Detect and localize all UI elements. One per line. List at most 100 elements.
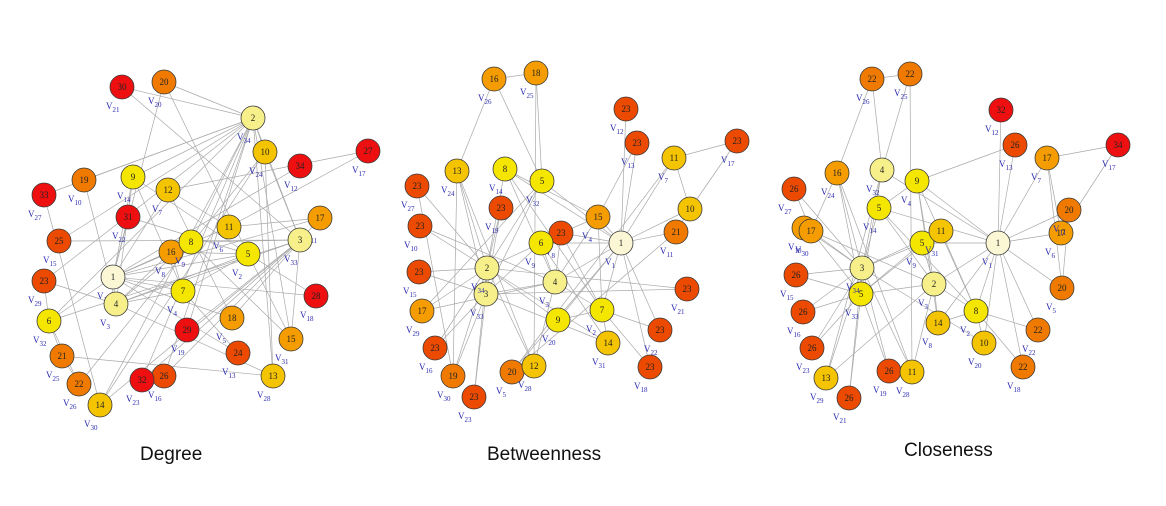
vertex-label: V22 [644, 344, 658, 357]
node-circle [240, 105, 266, 131]
edge-v4-v13 [916, 144, 1016, 182]
vertex-label: V12 [610, 123, 624, 136]
node-v27: 33 V27 [28, 182, 57, 222]
edge-v1-v22 [997, 242, 1039, 331]
node-circle [545, 307, 571, 333]
edge-v1-v32 [48, 276, 114, 322]
vertex-label: V29 [28, 295, 42, 308]
edge-v19-v33 [860, 293, 890, 372]
edge-v3-v29 [825, 283, 935, 379]
node-number: 20 [160, 77, 170, 87]
node-circle [407, 213, 433, 239]
edge-v3-v10 [803, 227, 935, 285]
node-circle [225, 340, 251, 366]
edge-v9-v31 [540, 242, 609, 344]
vertex-label: V33 [470, 308, 484, 321]
node-circle [869, 157, 895, 183]
vertex-label: V19 [873, 385, 887, 398]
vertex-label: V30 [84, 419, 98, 432]
vertex-label: V14 [489, 183, 503, 196]
edge-v2-v8 [560, 232, 603, 311]
node-number: 27 [364, 146, 374, 156]
node-v12: 23 V12 [610, 96, 639, 136]
node-number: 3 [484, 289, 489, 299]
node-v27: 26 V27 [778, 176, 807, 216]
node-circle [971, 330, 997, 356]
edge-v28-v34 [486, 267, 535, 367]
edge-v21-v34 [486, 267, 688, 290]
node-number: 11 [670, 153, 679, 163]
edge-v1-v4 [916, 180, 999, 244]
node-number: 15 [594, 212, 604, 222]
node-number: 19 [80, 175, 90, 185]
node-number: 5 [859, 289, 864, 299]
panel-title-degree: Degree [140, 444, 203, 465]
vertex-label: V23 [458, 411, 472, 424]
vertex-label: V10 [404, 240, 418, 253]
vertex-label: V18 [634, 381, 648, 394]
vertex-label: V9 [175, 256, 186, 269]
edge-v6-v17 [228, 150, 369, 228]
edge-v29-v32 [421, 180, 543, 312]
vertex-label: V29 [810, 392, 824, 405]
node-circle [661, 145, 687, 171]
edge-v6-v17 [689, 140, 738, 210]
node-number: 31 [124, 212, 133, 222]
node-number: 23 [40, 276, 50, 286]
node-circle [1034, 145, 1060, 171]
vertex-label: V33 [284, 254, 298, 267]
node-number: 34 [1114, 140, 1124, 150]
node-number: 23 [733, 136, 743, 146]
node-v21: 23 V21 [671, 276, 700, 316]
node-number: 23 [431, 343, 441, 353]
node-circle [129, 367, 155, 393]
node-number: 10 [261, 147, 271, 157]
node-circle [31, 182, 57, 208]
node-number: 16 [490, 74, 500, 84]
node-v30: 14 V30 [84, 392, 113, 432]
node-v31: 15 V31 [275, 326, 304, 366]
node-number: 21 [672, 227, 681, 237]
vertex-label: V24 [821, 187, 835, 200]
edge-v27-v34 [793, 188, 863, 269]
node-number: 18 [228, 313, 238, 323]
node-v22: 23 V22 [644, 317, 673, 357]
edge-v25-v28 [909, 73, 913, 373]
vertex-label: V21 [671, 303, 685, 316]
edge-v9-v31 [190, 241, 292, 340]
edge-v1-v12 [997, 109, 1002, 244]
node-circle [1105, 132, 1131, 158]
edge-v2-v31 [247, 253, 292, 340]
node-number: 14 [934, 318, 944, 328]
node-number: 3 [298, 235, 303, 245]
node-circle [287, 153, 313, 179]
vertex-label: V25 [894, 88, 908, 101]
node-circle [151, 69, 177, 95]
node-v9: 5V9 [906, 230, 935, 270]
vertex-label: V7 [1031, 172, 1042, 185]
node-number: 1 [619, 238, 624, 248]
edge-v4-v13 [597, 142, 638, 218]
edge-v24-v30 [99, 151, 266, 406]
node-circle [1049, 275, 1075, 301]
edge-v24-v34 [456, 170, 488, 269]
edge-v20-v34 [163, 81, 254, 119]
node-circle [103, 291, 129, 317]
edge-v1-v14 [504, 168, 622, 244]
node-v15: 25 V15 [43, 228, 72, 268]
node-circle [608, 230, 634, 256]
node-number: 22 [75, 379, 84, 389]
panel-betweenness: 1V17V24V315V420V510V611V723V86V923V1021V… [401, 60, 750, 424]
node-v24: 16 V24 [821, 160, 850, 200]
vertex-label: V7 [152, 204, 163, 217]
edge-v26-v32 [493, 78, 543, 182]
node-v2: 5V2 [232, 241, 261, 281]
